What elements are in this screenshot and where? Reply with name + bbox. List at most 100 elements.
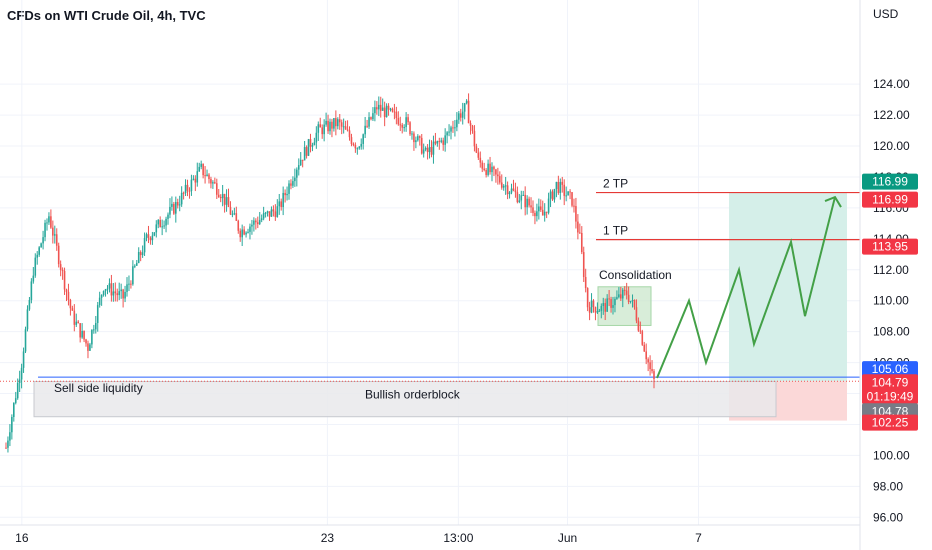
candle-body: [649, 362, 651, 370]
candle-body: [16, 383, 19, 399]
candle-body: [106, 288, 109, 290]
candle-body: [7, 440, 9, 448]
candle-body: [497, 174, 499, 177]
candle-body: [456, 119, 458, 128]
projection-path: [656, 196, 836, 379]
candle-body: [430, 146, 433, 155]
candle-body: [592, 300, 595, 308]
candle-body: [194, 178, 197, 183]
candle-body: [296, 169, 298, 178]
candle-body: [180, 192, 183, 205]
candle-body: [508, 192, 511, 195]
candle-body: [594, 307, 597, 313]
candle-body: [458, 113, 460, 120]
candle-body: [465, 100, 468, 104]
price-label-text: 105.06: [872, 362, 909, 376]
candle-body: [155, 224, 158, 233]
candle-body: [11, 416, 13, 433]
candle-body: [383, 107, 386, 118]
candle-body: [337, 119, 339, 127]
candle-body: [516, 192, 519, 203]
candle-body: [94, 323, 97, 330]
y-tick-label: 122.00: [873, 108, 910, 122]
candle-body: [374, 107, 376, 114]
candle-body: [79, 323, 81, 338]
candle-body: [235, 213, 238, 221]
candle-body: [171, 203, 173, 207]
candle-body: [579, 232, 581, 234]
candle-body: [258, 220, 261, 225]
candle-body: [69, 300, 72, 309]
candle-body: [450, 127, 452, 132]
candle-body: [395, 111, 398, 119]
candle-body: [555, 181, 558, 189]
candle-body: [130, 283, 132, 285]
candle-body: [372, 113, 374, 120]
candle-body: [415, 140, 417, 143]
candle-body: [266, 211, 269, 213]
candle-body: [206, 174, 208, 176]
candle-body: [292, 181, 294, 186]
candle-body: [190, 179, 193, 192]
candle-body: [405, 117, 407, 128]
candle-body: [153, 232, 156, 236]
y-tick-label: 124.00: [873, 77, 910, 91]
projection-arrowhead: [824, 195, 842, 208]
candle-body: [473, 130, 476, 147]
candle-body: [598, 310, 601, 312]
candle-body: [208, 174, 210, 180]
candle-body: [251, 224, 253, 227]
candle-body: [40, 243, 42, 248]
candle-body: [214, 182, 216, 184]
candle-body: [321, 127, 323, 135]
candle-body: [225, 197, 228, 205]
candle-body: [73, 310, 76, 325]
candle-body: [534, 212, 536, 217]
price-label-text: 116.99: [872, 175, 908, 189]
candle-body: [346, 129, 349, 131]
candle-body: [81, 330, 83, 338]
candle-body: [52, 227, 54, 236]
candle-body: [565, 195, 567, 197]
candle-body: [588, 307, 591, 313]
candle-body: [444, 135, 446, 145]
candle-body: [233, 213, 236, 215]
x-tick-label: 16: [15, 531, 29, 545]
candle-body: [618, 294, 620, 298]
candle-body: [420, 137, 423, 154]
candle-body: [422, 149, 425, 154]
candle-body: [65, 289, 68, 292]
candle-body: [506, 185, 509, 195]
candle-body: [309, 139, 312, 147]
candle-body: [26, 309, 29, 330]
candle-body: [350, 137, 353, 144]
candle-body: [510, 188, 513, 193]
candle-body: [149, 237, 152, 241]
candle-body: [167, 214, 169, 219]
candle-body: [272, 209, 275, 212]
candle-body: [467, 100, 470, 124]
candle-body: [18, 379, 21, 384]
candle-body: [403, 127, 405, 129]
candle-body: [93, 329, 95, 331]
candle-body: [360, 143, 363, 147]
candle-body: [418, 136, 421, 138]
candle-body: [335, 118, 337, 127]
candle-body: [159, 219, 161, 228]
candle-body: [541, 209, 544, 216]
candle-body: [475, 146, 478, 153]
candle-body: [627, 294, 630, 302]
candle-body: [340, 122, 343, 127]
candle-body: [647, 359, 649, 363]
candle-body: [338, 119, 341, 123]
candle-body: [212, 182, 214, 184]
candle-body: [352, 143, 355, 145]
candle-body: [290, 183, 292, 186]
candle-body: [461, 111, 464, 118]
candle-body: [442, 140, 445, 145]
candle-body: [108, 283, 111, 289]
candle-body: [145, 234, 148, 239]
candle-body: [301, 159, 304, 161]
candle-body: [381, 107, 384, 111]
